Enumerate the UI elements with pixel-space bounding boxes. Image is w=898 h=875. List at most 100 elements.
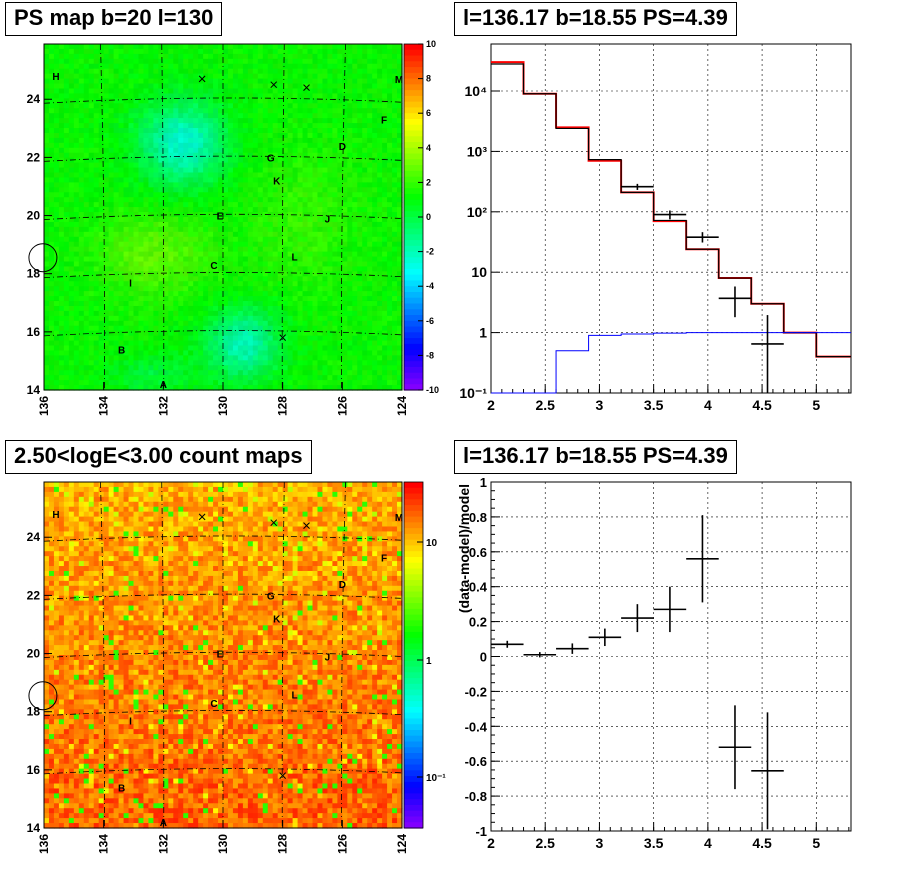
map-pixel xyxy=(128,182,135,188)
map-pixel xyxy=(292,231,299,238)
map-pixel xyxy=(88,325,95,332)
map-pixel xyxy=(48,83,55,90)
map-pixel xyxy=(128,281,135,287)
map-pixel xyxy=(372,330,378,337)
map-pixel xyxy=(123,375,130,381)
map-pixel xyxy=(48,226,55,233)
map-pixel xyxy=(292,241,299,248)
map-pixel xyxy=(297,261,304,268)
map-pixel xyxy=(93,345,100,352)
map-pixel xyxy=(73,93,80,99)
map-pixel xyxy=(322,365,329,371)
map-pixel xyxy=(213,147,219,154)
map-pixel xyxy=(332,113,338,119)
map-pixel xyxy=(247,325,254,332)
map-pixel xyxy=(277,320,284,327)
map-pixel xyxy=(232,68,239,75)
map-pixel xyxy=(218,132,224,139)
map-pixel xyxy=(347,360,353,366)
map-pixel xyxy=(68,340,75,347)
map-pixel xyxy=(168,365,174,371)
map-pixel xyxy=(237,78,244,85)
map-pixel xyxy=(63,380,70,386)
map-pixel xyxy=(108,301,115,307)
map-pixel xyxy=(188,345,194,352)
map-pixel xyxy=(282,340,289,347)
map-pixel xyxy=(277,315,284,322)
map-pixel xyxy=(188,83,194,90)
map-pixel xyxy=(282,93,289,99)
map-pixel xyxy=(103,360,110,366)
map-pixel xyxy=(218,370,224,376)
map-pixel xyxy=(302,360,309,366)
map-pixel xyxy=(128,310,135,317)
map-pixel xyxy=(302,157,309,164)
map-pixel xyxy=(213,320,219,327)
map-pixel xyxy=(372,236,378,243)
map-pixel xyxy=(257,320,264,327)
map-pixel xyxy=(44,291,50,297)
map-pixel xyxy=(118,88,125,95)
map-pixel xyxy=(183,162,189,169)
map-pixel xyxy=(337,286,343,292)
map-pixel xyxy=(357,370,363,376)
map-pixel xyxy=(282,310,289,317)
map-pixel xyxy=(223,380,229,386)
map-pixel xyxy=(322,118,329,124)
map-pixel xyxy=(78,177,85,183)
map-pixel xyxy=(163,118,169,124)
map-pixel xyxy=(173,137,179,144)
map-pixel xyxy=(347,340,353,347)
map-pixel xyxy=(183,385,189,391)
map-pixel xyxy=(78,221,85,228)
map-pixel xyxy=(257,256,264,263)
map-pixel xyxy=(153,73,159,80)
map-pixel xyxy=(282,172,289,179)
map-pixel xyxy=(247,197,254,203)
map-pixel xyxy=(48,103,55,109)
map-pixel xyxy=(48,375,55,381)
map-pixel xyxy=(382,360,388,366)
map-pixel xyxy=(252,48,259,55)
map-pixel xyxy=(218,197,224,203)
map-pixel xyxy=(387,221,393,228)
map-pixel xyxy=(198,246,204,253)
map-pixel xyxy=(302,355,309,361)
map-pixel xyxy=(48,310,55,317)
map-pixel xyxy=(277,142,284,149)
map-pixel xyxy=(342,305,348,312)
map-pixel xyxy=(367,118,373,124)
map-pixel xyxy=(103,177,110,183)
map-pixel xyxy=(267,375,274,381)
map-pixel xyxy=(78,286,85,292)
map-pixel xyxy=(218,217,224,223)
map-pixel xyxy=(347,44,353,50)
map-pixel xyxy=(227,355,234,361)
map-pixel xyxy=(168,113,174,119)
map-pixel xyxy=(108,182,115,188)
map-pixel xyxy=(93,78,100,85)
map-pixel xyxy=(237,137,244,144)
map-pixel xyxy=(307,286,314,292)
map-pixel xyxy=(247,305,254,312)
map-pixel xyxy=(218,221,224,228)
map-pixel xyxy=(118,380,125,386)
map-pixel xyxy=(347,241,353,248)
map-pixel xyxy=(133,93,140,99)
map-pixel xyxy=(337,217,343,223)
map-pixel xyxy=(58,217,65,223)
map-pixel xyxy=(58,187,65,193)
map-pixel xyxy=(307,345,314,352)
map-pixel xyxy=(357,78,363,85)
map-pixel xyxy=(317,182,324,188)
map-pixel xyxy=(113,266,120,272)
map-pixel xyxy=(332,167,338,174)
map-pixel xyxy=(113,335,120,342)
map-pixel xyxy=(297,281,304,287)
map-pixel xyxy=(113,291,120,297)
map-pixel xyxy=(153,355,159,361)
map-pixel xyxy=(223,152,229,159)
map-pixel xyxy=(397,132,403,139)
map-pixel xyxy=(53,296,60,302)
map-pixel xyxy=(198,276,204,282)
